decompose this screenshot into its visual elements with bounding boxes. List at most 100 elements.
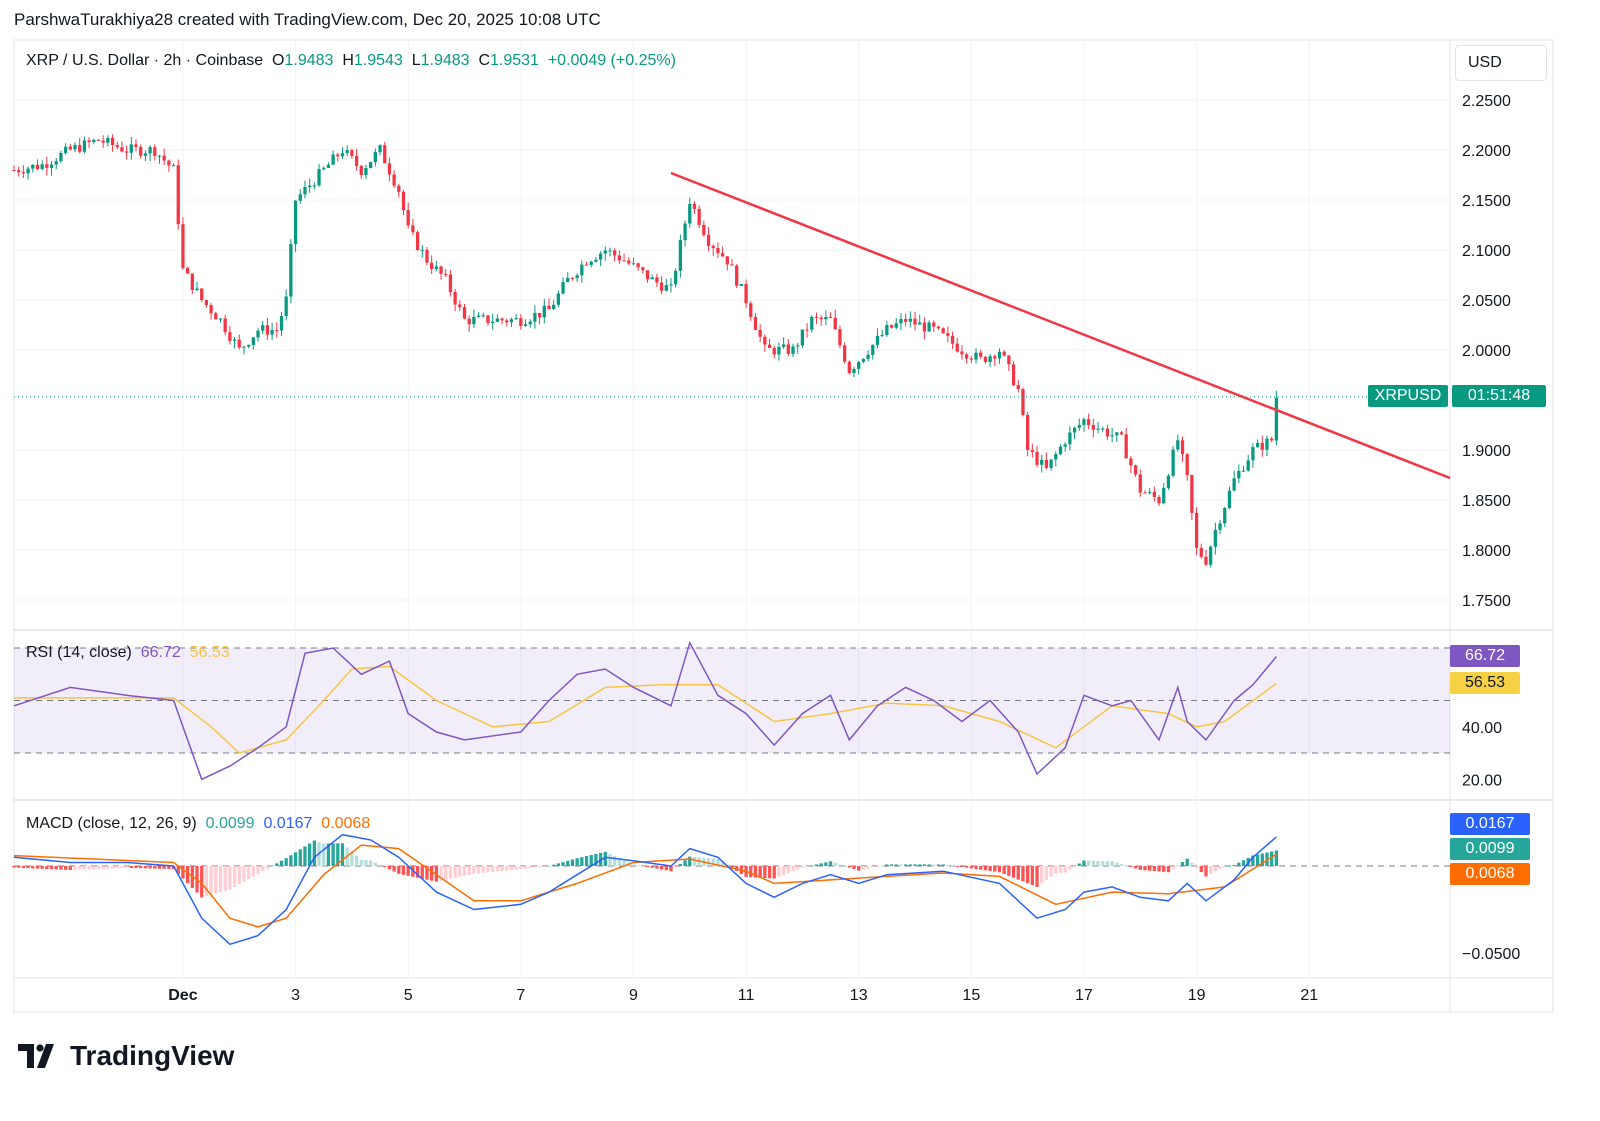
rsi-y-tick-40.00: 40.00 xyxy=(1462,720,1502,737)
candle-body xyxy=(439,266,443,274)
candle-body xyxy=(805,329,809,331)
candle-body xyxy=(697,208,701,225)
macd-histogram-bar xyxy=(232,866,237,887)
macd-histogram-bar xyxy=(1007,866,1011,876)
y-tick-1.9000: 1.9000 xyxy=(1462,443,1511,460)
candle-body xyxy=(78,145,82,152)
macd-histogram-bar xyxy=(148,866,152,869)
candle-body xyxy=(1251,447,1255,461)
candle-body xyxy=(134,144,138,148)
macd-histogram-bar xyxy=(359,859,363,866)
macd-histogram-bar xyxy=(467,866,471,875)
low-label: L xyxy=(411,52,421,69)
macd-histogram-bar xyxy=(453,866,457,878)
candle-body xyxy=(1204,556,1208,565)
macd-histogram-bar xyxy=(608,853,612,866)
macd-histogram-bar xyxy=(716,858,720,866)
macd-histogram-bar xyxy=(1091,860,1095,866)
candle-body xyxy=(181,224,185,269)
candle-body xyxy=(1260,442,1264,450)
candle-body xyxy=(143,153,148,156)
candle-body xyxy=(1265,438,1269,450)
candle-body xyxy=(350,150,354,157)
macd-histogram-bar xyxy=(411,866,415,877)
macd-histogram-bar xyxy=(866,866,870,869)
candle-body xyxy=(983,356,988,363)
candle-body xyxy=(918,322,922,325)
candle-body xyxy=(1176,440,1180,450)
candle-body xyxy=(420,249,424,251)
currency-label: USD xyxy=(1468,54,1502,71)
macd-histogram-bar xyxy=(472,866,476,874)
candle-body xyxy=(354,156,359,166)
candle-body xyxy=(1040,459,1044,465)
candle-body xyxy=(1237,470,1241,479)
macd-value-tag: 0.0167 xyxy=(1450,813,1530,835)
candle-body xyxy=(336,154,340,157)
candle-body xyxy=(12,170,16,171)
rsi-tag-text: 66.72 xyxy=(1464,647,1506,664)
macd-histogram-bar xyxy=(781,866,786,875)
candle-body xyxy=(1270,438,1274,441)
y-tick-2.1000: 2.1000 xyxy=(1462,243,1511,260)
candle-body xyxy=(1124,434,1128,459)
macd-histogram-bar xyxy=(659,866,664,870)
macd-histogram-bar xyxy=(326,843,331,866)
candle-body xyxy=(82,140,87,152)
candle-body xyxy=(101,140,105,143)
candle-body xyxy=(284,296,288,317)
macd-histogram-bar xyxy=(369,860,373,866)
candle-body xyxy=(735,265,739,286)
candle-body xyxy=(124,151,129,153)
candle-body xyxy=(1058,446,1063,455)
macd-histogram-bar xyxy=(35,866,40,869)
macd-histogram-bar xyxy=(983,866,988,871)
macd-histogram-bar xyxy=(913,864,917,866)
candle-body xyxy=(317,169,321,186)
macd-line xyxy=(13,833,1277,946)
macd-histogram-bar xyxy=(124,866,129,868)
candle-body xyxy=(950,335,955,344)
macd-histogram-bar xyxy=(857,866,861,871)
candle-body xyxy=(106,137,110,143)
macd-histogram-bar xyxy=(171,866,176,870)
y-tick-2.2500: 2.2500 xyxy=(1462,93,1511,110)
currency-button[interactable]: USD xyxy=(1455,45,1547,81)
macd-histogram-bar xyxy=(889,864,894,866)
macd-histogram-bar xyxy=(322,843,326,866)
candle-body xyxy=(946,333,950,336)
macd-label: MACD (close, 12, 26, 9) xyxy=(26,815,197,832)
tradingview-logo[interactable]: TradingView xyxy=(18,1040,234,1072)
candle-body xyxy=(17,170,21,173)
macd-histogram-bar xyxy=(1058,866,1063,873)
macd-histogram-bar xyxy=(476,866,481,874)
candle-body xyxy=(570,277,575,279)
candle-body xyxy=(35,164,40,170)
macd-histogram-bar xyxy=(331,843,335,866)
candle-body xyxy=(1209,546,1213,565)
candle-body xyxy=(1049,459,1053,468)
candle-body xyxy=(781,344,786,347)
macd-histogram-bar xyxy=(1241,860,1246,866)
candle-body xyxy=(223,318,227,333)
macd-histogram-bar xyxy=(589,855,593,866)
candle-body xyxy=(894,323,898,328)
candle-body xyxy=(838,329,842,346)
x-tick-11: 11 xyxy=(738,987,755,1004)
candle-body xyxy=(509,319,514,323)
candle-body xyxy=(772,348,776,355)
candle-body xyxy=(1143,492,1147,494)
y-tick-2.0500: 2.0500 xyxy=(1462,293,1511,310)
macd-histogram-bar xyxy=(603,851,607,866)
macd-histogram-bar xyxy=(312,840,316,866)
y-tick-2.0000: 2.0000 xyxy=(1462,343,1511,360)
candle-body xyxy=(1030,449,1034,452)
macd-signal-tag-text: 0.0068 xyxy=(1465,865,1515,882)
macd-histogram-bar xyxy=(101,866,105,869)
macd-histogram-bar xyxy=(378,864,382,866)
candle-body xyxy=(598,253,603,260)
candle-body xyxy=(866,354,870,359)
macd-histogram-bar xyxy=(303,846,307,866)
candle-body xyxy=(800,329,805,346)
